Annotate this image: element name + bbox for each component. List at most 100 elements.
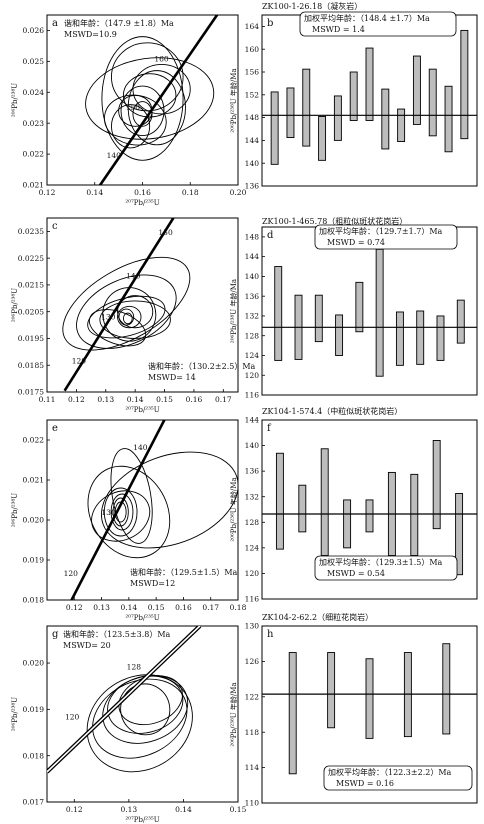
- age-error-bar: [397, 108, 406, 142]
- panel-letter: h: [267, 629, 274, 640]
- x-tick-label: 0.14: [175, 805, 192, 814]
- mswd-text: MSWD= 20: [63, 641, 111, 650]
- x-tick-label: 0.13: [93, 603, 110, 612]
- x-tick-label: 0.15: [156, 395, 173, 404]
- age-error-bar: [302, 68, 311, 147]
- y-tick-label: 148: [245, 232, 260, 241]
- x-tick-label: 0.16: [134, 188, 151, 197]
- y-tick-label: 122: [245, 692, 260, 701]
- error-ellipse: [110, 493, 134, 531]
- concordia-age-label: 130: [101, 313, 116, 322]
- y-axis-label: ²⁰⁶Pb/²³⁸U: [11, 697, 19, 731]
- x-tick-label: 0.16: [186, 395, 203, 404]
- panel-d: d 116 120 124 128 132 136 140 144 148ZK100-1-465.…: [229, 216, 478, 400]
- sample-title: ZK104-2-62.2（细粒花岗岩）: [262, 612, 373, 622]
- x-axis-label: ²⁰⁷Pb/²³⁵U: [125, 199, 159, 207]
- x-tick-label: 0.17: [202, 603, 219, 612]
- x-axis-label: ²⁰⁷Pb/²³⁵U: [125, 816, 159, 824]
- x-tick-label: 0.16: [175, 603, 192, 612]
- error-ellipse: [87, 465, 171, 559]
- concordia-curve: [70, 420, 166, 600]
- concordia-age-label: 150: [126, 103, 141, 112]
- concordia-age-label: 150: [158, 228, 173, 237]
- y-tick-label: 140: [245, 272, 260, 281]
- x-tick-label: 0.14: [121, 603, 138, 612]
- y-tick-label: 156: [245, 68, 260, 77]
- y-tick-label: 0.0205: [18, 307, 44, 316]
- plot-frame: [261, 226, 478, 396]
- error-ellipse: [120, 683, 171, 736]
- annotation-box: [299, 11, 457, 37]
- y-tick-label: 114: [245, 763, 260, 772]
- y-tick-label: 136: [245, 467, 260, 476]
- x-tick-label: 0.11: [39, 395, 56, 404]
- age-error-bar: [365, 47, 374, 121]
- age-error-bar: [444, 85, 453, 153]
- y-tick-label: 144: [245, 252, 260, 261]
- annotation-box: [314, 555, 458, 581]
- y-tick-label: 130: [245, 622, 260, 631]
- error-ellipse: [102, 287, 157, 342]
- weighted-mean-text: 加权平均年龄：（129.3±1.5）Ma: [319, 557, 443, 567]
- age-error-bar: [270, 91, 279, 165]
- x-tick-label: 0.17: [215, 395, 232, 404]
- x-tick-label: 0.15: [148, 603, 165, 612]
- panel-b: b 136 140 144 148 152 156 160 164 ZK100-1-26.18（凝…: [229, 1, 478, 191]
- y-tick-label: 128: [245, 518, 260, 527]
- concordia-age-label: 140: [133, 443, 148, 452]
- y-axis-label: ²⁰⁶Pb/²³⁸U 年龄/Ma: [229, 68, 238, 132]
- age-error-bar: [343, 499, 352, 549]
- y-tick-label: 0.0215: [18, 281, 44, 290]
- y-tick-label: 0.018: [23, 751, 45, 760]
- plot-frame: [46, 217, 239, 393]
- y-tick-label: 140: [245, 159, 260, 168]
- weighted-mean-text: 加权平均年龄：（122.3±2.2）Ma: [328, 767, 452, 777]
- panel-letter: g: [52, 629, 59, 640]
- y-tick-label: 0.021: [23, 181, 44, 190]
- y-tick-label: 0.020: [23, 516, 45, 525]
- y-tick-label: 124: [245, 351, 260, 360]
- panel-e: e 0.018 0.019 0.020 0.021 0.022 0.12 0.13 0.14 0.…: [11, 419, 247, 622]
- weighted-mean-text: 加权平均年龄：（148.4 ±1.7）Ma: [304, 13, 430, 23]
- age-error-bar: [455, 493, 464, 576]
- age-error-bar: [274, 266, 283, 361]
- concordia-age-text: 谐和年龄：（130.2±2.5）Ma: [148, 361, 256, 371]
- x-tick-label: 0.12: [39, 188, 56, 197]
- error-ellipse: [117, 295, 154, 329]
- age-error-bar: [365, 499, 374, 533]
- y-tick-label: 0.025: [23, 57, 45, 66]
- sample-title: ZK104-1-574.4（中粒似斑状花岗岩）: [262, 406, 402, 416]
- error-ellipse: [85, 57, 215, 140]
- y-tick-label: 0.0175: [18, 388, 44, 397]
- x-tick-label: 0.18: [182, 188, 199, 197]
- y-axis-label: ²⁰⁶Pb/²³⁸U 年龄/Ma: [229, 682, 238, 746]
- y-tick-label: 164: [245, 22, 260, 31]
- error-ellipse: [91, 490, 151, 542]
- error-ellipse: [100, 451, 238, 549]
- age-error-bar: [436, 315, 445, 361]
- y-tick-label: 160: [245, 45, 260, 54]
- age-error-bar: [416, 310, 425, 365]
- y-tick-label: 140: [245, 441, 260, 450]
- y-axis-label: ²⁰⁶Pb/²³⁸U: [11, 83, 19, 117]
- age-error-bar: [320, 448, 329, 556]
- concordia-age-label: 128: [127, 662, 142, 671]
- concordia-age-text: 谐和年龄：（147.9 ±1.8）Ma: [64, 18, 174, 28]
- panel-letter: c: [52, 221, 58, 232]
- panel-letter: e: [52, 423, 58, 434]
- y-tick-label: 126: [245, 657, 260, 666]
- age-error-bar: [335, 314, 344, 356]
- age-error-bar: [395, 311, 404, 366]
- plot-frame: [261, 419, 478, 600]
- sample-title: ZK100-1-26.18（凝灰岩）: [262, 1, 362, 11]
- panel-letter: a: [52, 18, 58, 29]
- panel-a: a 0.021 0.022 0.023 0.024 0.025 0.026 0.12 0.14 0…: [11, 14, 247, 207]
- y-tick-label: 0.0195: [18, 334, 44, 343]
- panel-letter: b: [267, 18, 273, 29]
- y-tick-label: 118: [245, 728, 260, 737]
- y-tick-label: 0.020: [23, 659, 45, 668]
- plot-frame: [46, 419, 239, 601]
- concordia-age-label: 120: [72, 356, 87, 365]
